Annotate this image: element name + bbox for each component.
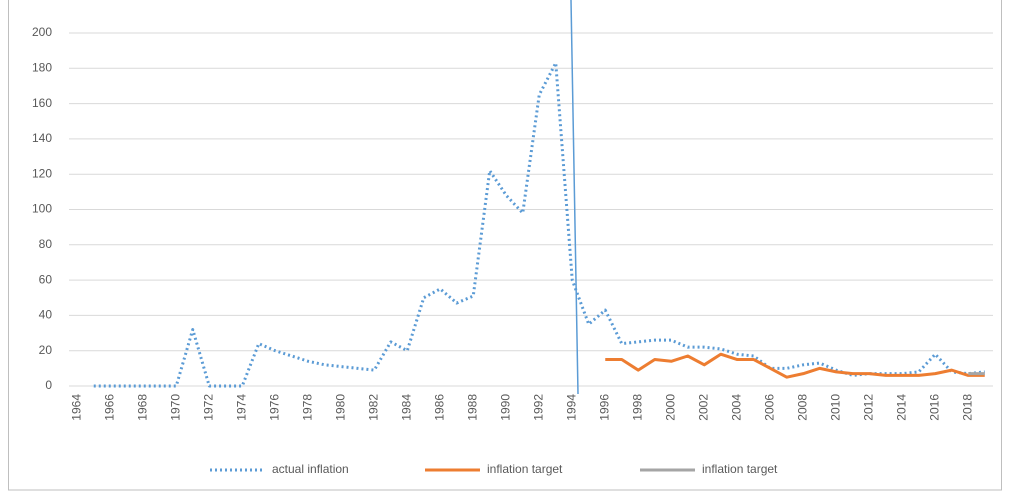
x-tick-label: 1994 bbox=[564, 394, 578, 421]
x-tick-label: 1968 bbox=[135, 394, 149, 421]
y-tick-label: 200 bbox=[32, 25, 52, 39]
x-tick-label: 1976 bbox=[267, 394, 281, 421]
legend-label: inflation target bbox=[487, 462, 563, 476]
x-tick-label: 2002 bbox=[696, 394, 710, 421]
x-tick-label: 1972 bbox=[201, 394, 215, 421]
x-tick-label: 1996 bbox=[597, 394, 611, 421]
y-tick-label: 120 bbox=[32, 166, 52, 180]
x-tick-label: 1986 bbox=[432, 394, 446, 421]
x-tick-label: 1980 bbox=[333, 394, 347, 421]
x-tick-label: 2012 bbox=[861, 394, 875, 421]
x-tick-label: 2004 bbox=[729, 394, 743, 421]
y-tick-label: 0 bbox=[45, 378, 52, 392]
x-tick-label: 1964 bbox=[69, 394, 83, 421]
y-tick-label: 180 bbox=[32, 60, 52, 74]
y-tick-label: 60 bbox=[39, 272, 53, 286]
y-tick-label: 160 bbox=[32, 96, 52, 110]
x-tick-label: 1988 bbox=[465, 394, 479, 421]
x-tick-label: 1984 bbox=[399, 394, 413, 421]
x-tick-label: 2006 bbox=[762, 394, 776, 421]
x-tick-label: 1990 bbox=[498, 394, 512, 421]
x-tick-label: 2008 bbox=[795, 394, 809, 421]
series-line bbox=[93, 61, 985, 388]
x-tick-label: 2000 bbox=[663, 394, 677, 421]
x-tick-label: 2016 bbox=[927, 394, 941, 421]
legend-label: inflation target bbox=[702, 462, 778, 476]
x-tick-label: 1966 bbox=[102, 394, 116, 421]
x-tick-label: 1998 bbox=[630, 394, 644, 421]
y-tick-label: 80 bbox=[39, 237, 53, 251]
x-tick-label: 2018 bbox=[960, 394, 974, 421]
x-tick-label: 1974 bbox=[234, 394, 248, 421]
y-tick-label: 20 bbox=[39, 343, 53, 357]
x-tick-label: 1970 bbox=[168, 394, 182, 421]
x-tick-label: 2010 bbox=[828, 394, 842, 421]
legend-label: actual inflation bbox=[272, 462, 349, 476]
x-tick-label: 1978 bbox=[300, 394, 314, 421]
x-tick-label: 1982 bbox=[366, 394, 380, 421]
marker-line bbox=[570, 0, 579, 395]
x-tick-label: 2014 bbox=[894, 394, 908, 421]
series-line bbox=[605, 352, 985, 379]
x-tick-label: 1992 bbox=[531, 394, 545, 421]
y-tick-label: 140 bbox=[32, 131, 52, 145]
y-tick-label: 40 bbox=[39, 308, 53, 322]
y-tick-label: 100 bbox=[32, 202, 52, 216]
